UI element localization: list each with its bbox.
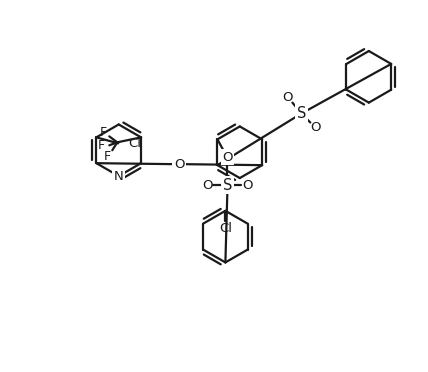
Text: Cl: Cl [219,222,232,235]
Text: O: O [242,179,253,192]
Text: S: S [297,106,306,121]
Text: S: S [223,177,232,192]
Text: O: O [282,91,293,104]
Text: F: F [98,139,105,152]
Text: O: O [174,158,184,171]
Text: F: F [104,150,111,163]
Text: O: O [202,179,213,192]
Text: O: O [310,121,321,134]
Text: O: O [222,151,233,164]
Text: F: F [100,126,107,139]
Text: N: N [114,170,124,183]
Text: Cl: Cl [128,137,141,150]
